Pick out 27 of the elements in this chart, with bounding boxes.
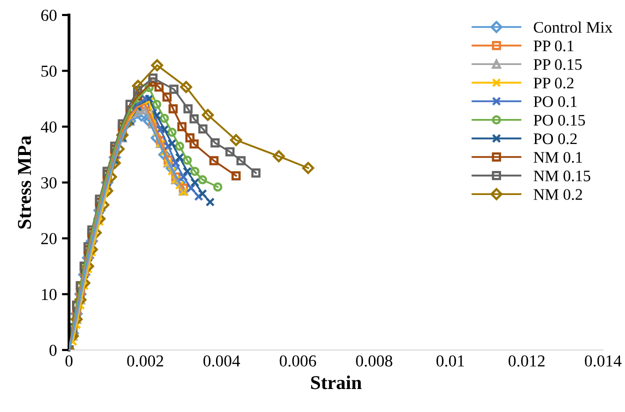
legend-label: PO 0.1 xyxy=(534,96,577,108)
y-tick-label: 20 xyxy=(41,233,57,244)
x-tick-label: 0.004 xyxy=(203,355,240,367)
x-tick-label: 0.014 xyxy=(584,355,622,367)
legend-label: PP 0.15 xyxy=(534,59,582,70)
legend-label: PP 0.1 xyxy=(534,40,574,52)
x-tick-label: 0.008 xyxy=(356,355,392,367)
y-axis-title: Stress MPa xyxy=(18,136,32,229)
x-tick-label: 0.006 xyxy=(280,355,316,367)
y-tick-label: 30 xyxy=(41,177,57,188)
x-tick-label: 0.012 xyxy=(508,355,545,367)
legend-label: PO 0.15 xyxy=(534,114,585,126)
y-tick-label: 60 xyxy=(41,10,57,21)
y-tick-label: 10 xyxy=(42,288,57,300)
legend-label: PO 0.2 xyxy=(534,133,577,144)
legend-label: NM 0.1 xyxy=(534,152,582,163)
x-axis-title: Strain xyxy=(311,376,362,390)
legend-label: PP 0.2 xyxy=(534,78,574,89)
y-tick-label: 40 xyxy=(40,121,57,133)
x-tick-label: 0.002 xyxy=(127,355,164,367)
x-tick-label: 0.01 xyxy=(436,355,464,367)
y-tick-label: 50 xyxy=(41,66,57,77)
legend-label: NM 0.2 xyxy=(534,189,582,200)
y-tick-label: 0 xyxy=(49,344,57,356)
legend-label: Control Mix xyxy=(534,21,612,33)
x-tick-label: 0 xyxy=(65,355,73,367)
legend-label: NM 0.15 xyxy=(534,170,590,182)
